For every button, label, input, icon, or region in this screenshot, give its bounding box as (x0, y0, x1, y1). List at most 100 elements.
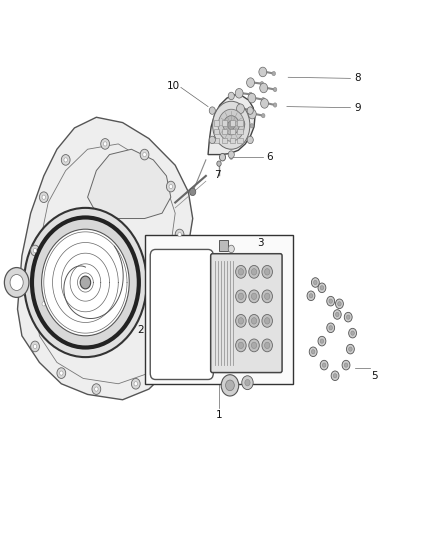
Text: 6: 6 (266, 152, 273, 162)
Circle shape (209, 107, 215, 115)
Circle shape (31, 245, 39, 256)
Circle shape (307, 291, 315, 301)
Circle shape (228, 245, 234, 253)
Circle shape (262, 290, 272, 303)
Bar (230, 120, 235, 126)
Circle shape (103, 142, 107, 146)
Text: 2: 2 (137, 326, 144, 335)
Circle shape (327, 323, 335, 333)
Circle shape (236, 314, 246, 327)
Circle shape (209, 136, 215, 143)
Circle shape (329, 299, 332, 303)
Circle shape (329, 326, 332, 330)
Circle shape (318, 336, 326, 346)
Circle shape (237, 119, 245, 129)
Circle shape (351, 331, 354, 335)
Circle shape (259, 67, 267, 77)
Circle shape (64, 158, 67, 162)
Circle shape (57, 368, 66, 378)
Circle shape (92, 384, 101, 394)
Circle shape (230, 155, 233, 159)
Circle shape (166, 181, 175, 192)
Circle shape (218, 109, 244, 141)
Circle shape (309, 294, 313, 298)
Circle shape (42, 302, 46, 306)
Circle shape (349, 347, 352, 351)
Text: 10: 10 (166, 82, 180, 91)
Circle shape (236, 265, 246, 278)
Circle shape (262, 339, 272, 352)
Circle shape (320, 339, 324, 343)
Circle shape (242, 376, 253, 390)
Circle shape (31, 341, 39, 352)
Circle shape (39, 192, 48, 203)
Text: 1: 1 (215, 410, 223, 419)
Circle shape (245, 379, 250, 386)
Circle shape (336, 312, 339, 317)
Circle shape (309, 347, 317, 357)
Circle shape (247, 78, 254, 87)
Circle shape (251, 342, 257, 349)
Circle shape (178, 232, 181, 237)
Text: 7: 7 (214, 170, 221, 180)
Circle shape (261, 99, 268, 108)
Bar (222, 138, 227, 143)
Circle shape (32, 217, 139, 348)
Bar (214, 129, 219, 134)
Polygon shape (88, 149, 171, 219)
Circle shape (248, 109, 256, 119)
Circle shape (238, 342, 244, 349)
Circle shape (42, 195, 46, 199)
Circle shape (338, 302, 341, 306)
Text: 3: 3 (257, 238, 264, 247)
Circle shape (160, 334, 164, 338)
Circle shape (140, 149, 149, 160)
Circle shape (272, 71, 276, 76)
Circle shape (333, 310, 341, 319)
Circle shape (169, 286, 173, 290)
Circle shape (235, 88, 243, 98)
Circle shape (169, 184, 173, 189)
Circle shape (190, 188, 196, 196)
Circle shape (265, 342, 270, 349)
Circle shape (250, 124, 254, 128)
Circle shape (342, 360, 350, 370)
Circle shape (228, 121, 235, 130)
Circle shape (331, 371, 339, 381)
Circle shape (221, 375, 239, 396)
Circle shape (4, 268, 29, 297)
Circle shape (265, 318, 270, 324)
Circle shape (265, 293, 270, 300)
Text: 5: 5 (371, 371, 378, 381)
Circle shape (228, 92, 234, 100)
Polygon shape (208, 95, 255, 155)
Bar (230, 129, 235, 134)
Circle shape (175, 229, 184, 240)
Circle shape (143, 152, 146, 157)
Circle shape (61, 155, 70, 165)
Circle shape (250, 108, 253, 112)
Circle shape (311, 278, 319, 287)
Circle shape (333, 374, 337, 378)
Bar (222, 129, 227, 134)
Circle shape (95, 387, 98, 391)
Circle shape (10, 274, 23, 290)
Bar (237, 120, 243, 126)
Bar (237, 138, 243, 143)
Circle shape (217, 161, 221, 166)
Text: 8: 8 (354, 74, 360, 83)
Circle shape (249, 290, 259, 303)
Circle shape (60, 371, 63, 375)
Circle shape (336, 299, 343, 309)
Circle shape (344, 312, 352, 322)
Bar (214, 138, 219, 143)
Circle shape (322, 363, 326, 367)
Circle shape (226, 380, 234, 391)
Circle shape (320, 360, 328, 370)
Bar (237, 129, 243, 134)
Circle shape (166, 282, 175, 293)
Circle shape (249, 265, 259, 278)
Circle shape (327, 296, 335, 306)
Circle shape (238, 269, 244, 275)
Circle shape (261, 114, 265, 118)
